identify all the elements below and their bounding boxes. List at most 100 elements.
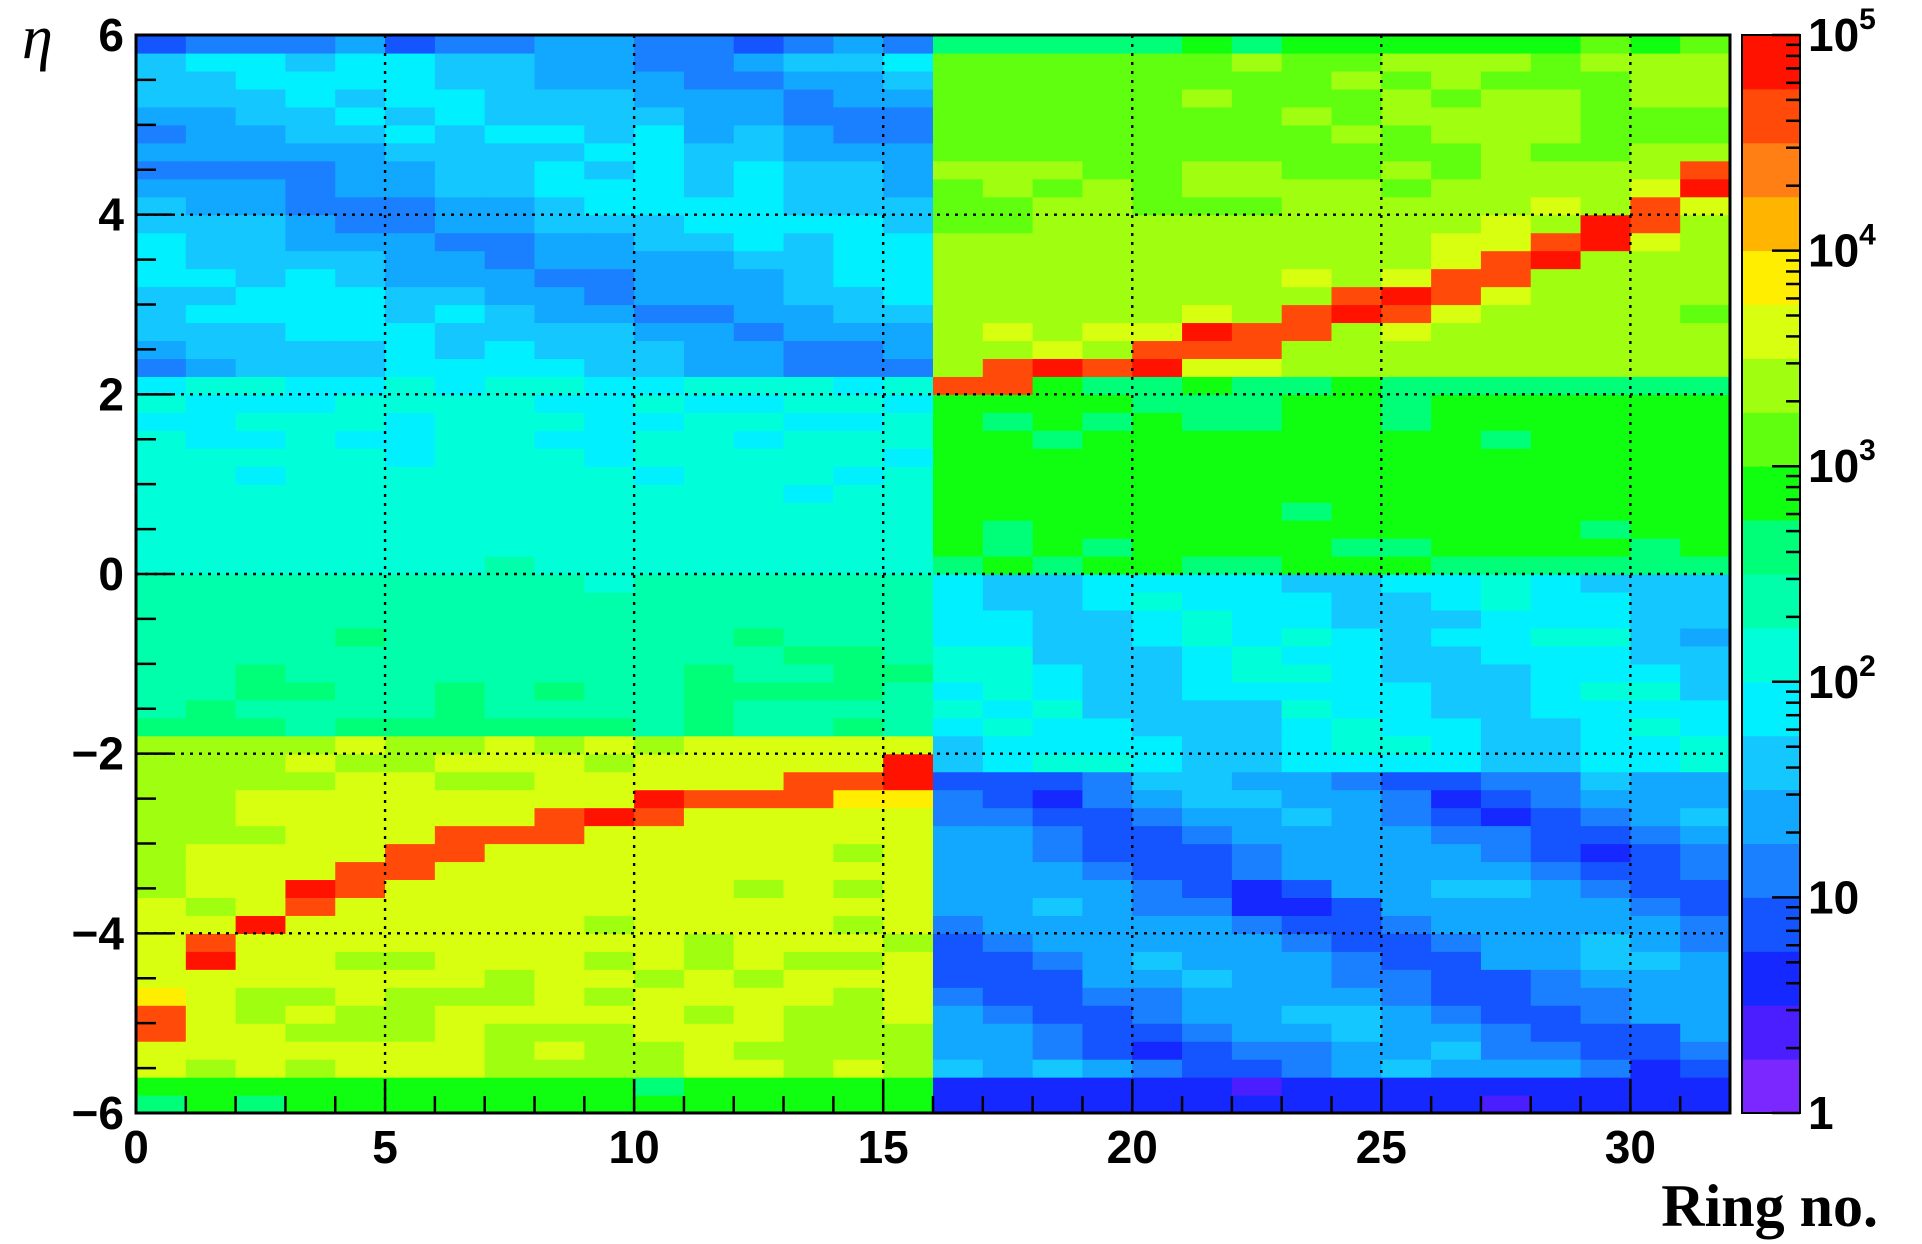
heatmap-cell <box>1381 286 1432 306</box>
heatmap-cell <box>1530 627 1582 647</box>
heatmap-cell <box>1132 35 1183 54</box>
heatmap-cell <box>1431 322 1482 342</box>
heatmap-cell <box>584 142 635 162</box>
heatmap-cell <box>1480 304 1532 324</box>
heatmap-cell <box>1331 735 1382 755</box>
heatmap-cell <box>733 987 785 1006</box>
heatmap-cell <box>1480 681 1532 701</box>
heatmap-cell <box>1630 268 1681 288</box>
heatmap-cell <box>883 663 934 683</box>
heatmap-cell <box>235 160 287 180</box>
heatmap-cell <box>1231 933 1283 952</box>
heatmap-cell <box>833 232 884 252</box>
heatmap-cell <box>434 933 486 952</box>
heatmap-cell <box>1281 574 1333 593</box>
heatmap-cell <box>235 556 287 575</box>
heatmap-cell <box>1580 502 1631 521</box>
heatmap-cell <box>1132 520 1183 539</box>
heatmap-cell <box>1132 322 1183 342</box>
heatmap-cell <box>1530 1059 1582 1078</box>
heatmap-cell <box>634 448 685 467</box>
heatmap-cell <box>136 124 187 144</box>
heatmap-cell <box>1182 232 1233 252</box>
heatmap-cell <box>1680 538 1731 557</box>
heatmap-cell <box>285 430 336 449</box>
heatmap-cell <box>1231 1023 1283 1042</box>
heatmap-cell <box>1530 699 1582 719</box>
heatmap-cell <box>634 789 685 809</box>
heatmap-cell <box>833 70 884 90</box>
heatmap-cell <box>136 1041 187 1060</box>
heatmap-cell <box>136 358 187 377</box>
heatmap-cell <box>1630 556 1681 575</box>
heatmap-cell <box>385 448 436 467</box>
heatmap-cell <box>1431 70 1482 90</box>
heatmap-cell <box>1281 771 1333 791</box>
heatmap-cell <box>434 196 486 216</box>
heatmap-cell <box>883 789 934 809</box>
heatmap-cell <box>1281 933 1333 952</box>
heatmap-cell <box>136 286 187 306</box>
heatmap-cell <box>883 88 934 108</box>
heatmap-cell <box>1381 807 1432 827</box>
heatmap-cell <box>1480 322 1532 342</box>
heatmap-cell <box>385 1005 436 1024</box>
heatmap-cell <box>534 735 585 755</box>
heatmap-cell <box>1680 232 1731 252</box>
heatmap-cell <box>584 88 635 108</box>
axis-ticks <box>134 33 1732 1115</box>
heatmap-cell <box>1132 538 1183 557</box>
heatmap-cell <box>683 70 735 90</box>
heatmap-cell <box>1032 502 1084 521</box>
heatmap-cell <box>335 915 386 934</box>
heatmap-cell <box>484 286 536 306</box>
heatmap-cell <box>1132 735 1183 755</box>
heatmap-cell <box>833 861 884 881</box>
heatmap-cell <box>136 861 187 881</box>
heatmap-cell <box>335 520 386 539</box>
heatmap-cell <box>933 520 984 539</box>
heatmap-cell <box>833 645 884 665</box>
heatmap-cell <box>933 681 984 701</box>
heatmap-cell <box>534 124 585 144</box>
heatmap-cell <box>285 394 336 413</box>
heatmap-cell <box>883 915 934 934</box>
heatmap-cell <box>1530 735 1582 755</box>
heatmap-cell <box>982 861 1034 881</box>
heatmap-cell <box>1182 807 1233 827</box>
heatmap-cell <box>1431 627 1482 647</box>
heatmap-cell <box>385 843 436 863</box>
heatmap-cell <box>683 879 735 898</box>
heatmap-cell <box>335 735 386 755</box>
heatmap-cell <box>733 951 785 970</box>
heatmap-cell <box>1182 466 1233 485</box>
heatmap-cell <box>683 951 735 970</box>
x-axis-title: Ring no. <box>1661 1173 1878 1239</box>
heatmap-cell <box>1580 789 1631 809</box>
heatmap-cell <box>285 627 336 647</box>
heatmap-cell <box>1431 412 1482 431</box>
heatmap-cell <box>185 969 237 988</box>
heatmap-cell <box>285 142 336 162</box>
heatmap-cell <box>883 1005 934 1024</box>
heatmap-cell <box>1231 358 1283 377</box>
heatmap-cell <box>434 304 486 324</box>
heatmap-cell <box>1331 250 1382 270</box>
heatmap-cell <box>1231 340 1283 359</box>
heatmap-cell <box>136 268 187 288</box>
heatmap-cell <box>783 717 834 737</box>
heatmap-cell <box>683 574 735 593</box>
heatmap-cell <box>534 1005 585 1024</box>
heatmap-cell <box>1231 466 1283 485</box>
heatmap-cell <box>1182 556 1233 575</box>
heatmap-cell <box>733 358 785 377</box>
heatmap-cell <box>185 142 237 162</box>
heatmap-cell <box>385 484 436 503</box>
heatmap-cell <box>285 376 336 395</box>
heatmap-cell <box>1231 250 1283 270</box>
heatmap-cell <box>1431 807 1482 827</box>
heatmap-cell <box>534 771 585 791</box>
heatmap-cell <box>136 448 187 467</box>
heatmap-cell <box>484 825 536 845</box>
